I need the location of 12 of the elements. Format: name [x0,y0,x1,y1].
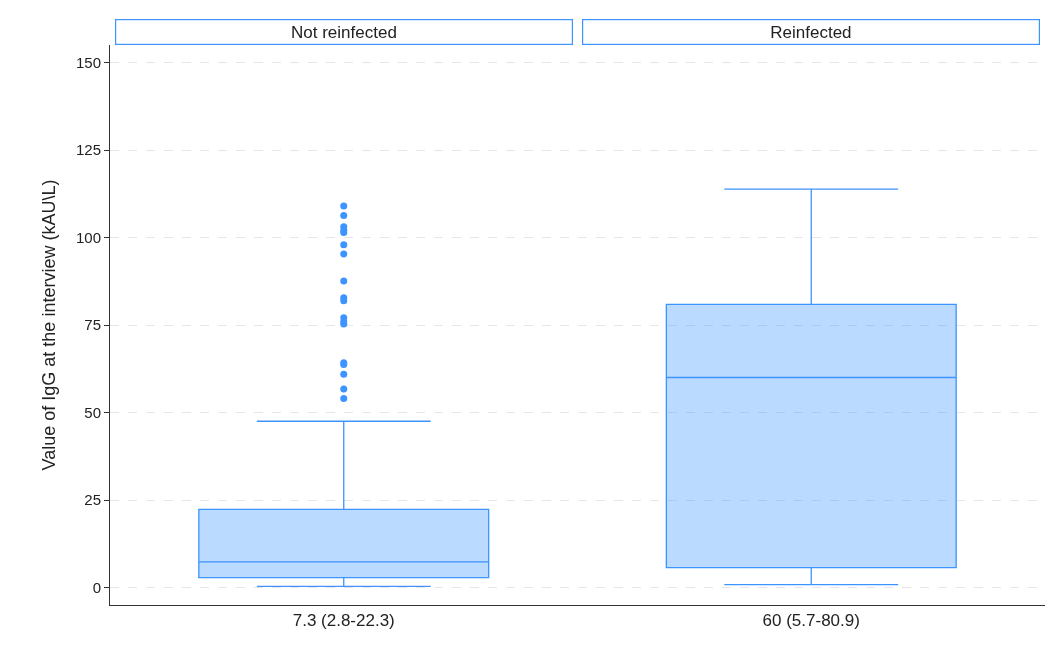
y-tick-label: 75 [84,316,101,334]
y-axis-title: Value of IgG at the interview (kAU\L) [39,179,60,471]
y-tick-label: 125 [75,141,101,159]
text: Reinfected [770,22,852,42]
y-tick-label: 50 [84,403,101,421]
x-tick-label: 7.3 (2.8-22.3) [292,611,395,631]
y-tick-label: 100 [75,228,101,246]
y-tick-label: 150 [75,53,101,71]
y-tick-label: 0 [92,578,101,596]
y-tick-label: 25 [84,491,101,509]
text: Not reinfected [291,22,397,42]
x-tick-label: 60 (5.7-80.9) [762,611,860,631]
